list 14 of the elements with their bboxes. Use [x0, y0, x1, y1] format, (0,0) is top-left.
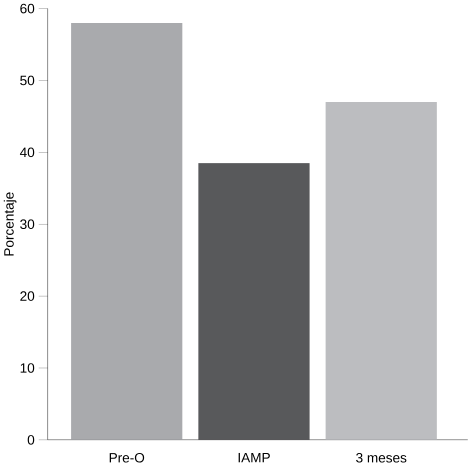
y-tick-label: 50 — [20, 75, 34, 86]
x-tick-label: Pre-O — [110, 452, 144, 462]
y-tick-label: 60 — [20, 4, 34, 14]
bar — [198, 162, 310, 440]
y-axis-title: Porcentaje — [4, 192, 16, 256]
x-tick-label: IAMP — [238, 452, 270, 462]
y-tick-label: 0 — [28, 434, 34, 445]
y-tick-label: 40 — [20, 147, 34, 157]
y-tick-label: 20 — [20, 291, 34, 301]
x-tick-label: 3 meses — [356, 452, 406, 462]
y-tick-label: 30 — [20, 219, 34, 229]
bar — [326, 102, 437, 440]
y-tick-label: 10 — [20, 363, 34, 373]
bar — [71, 22, 182, 440]
